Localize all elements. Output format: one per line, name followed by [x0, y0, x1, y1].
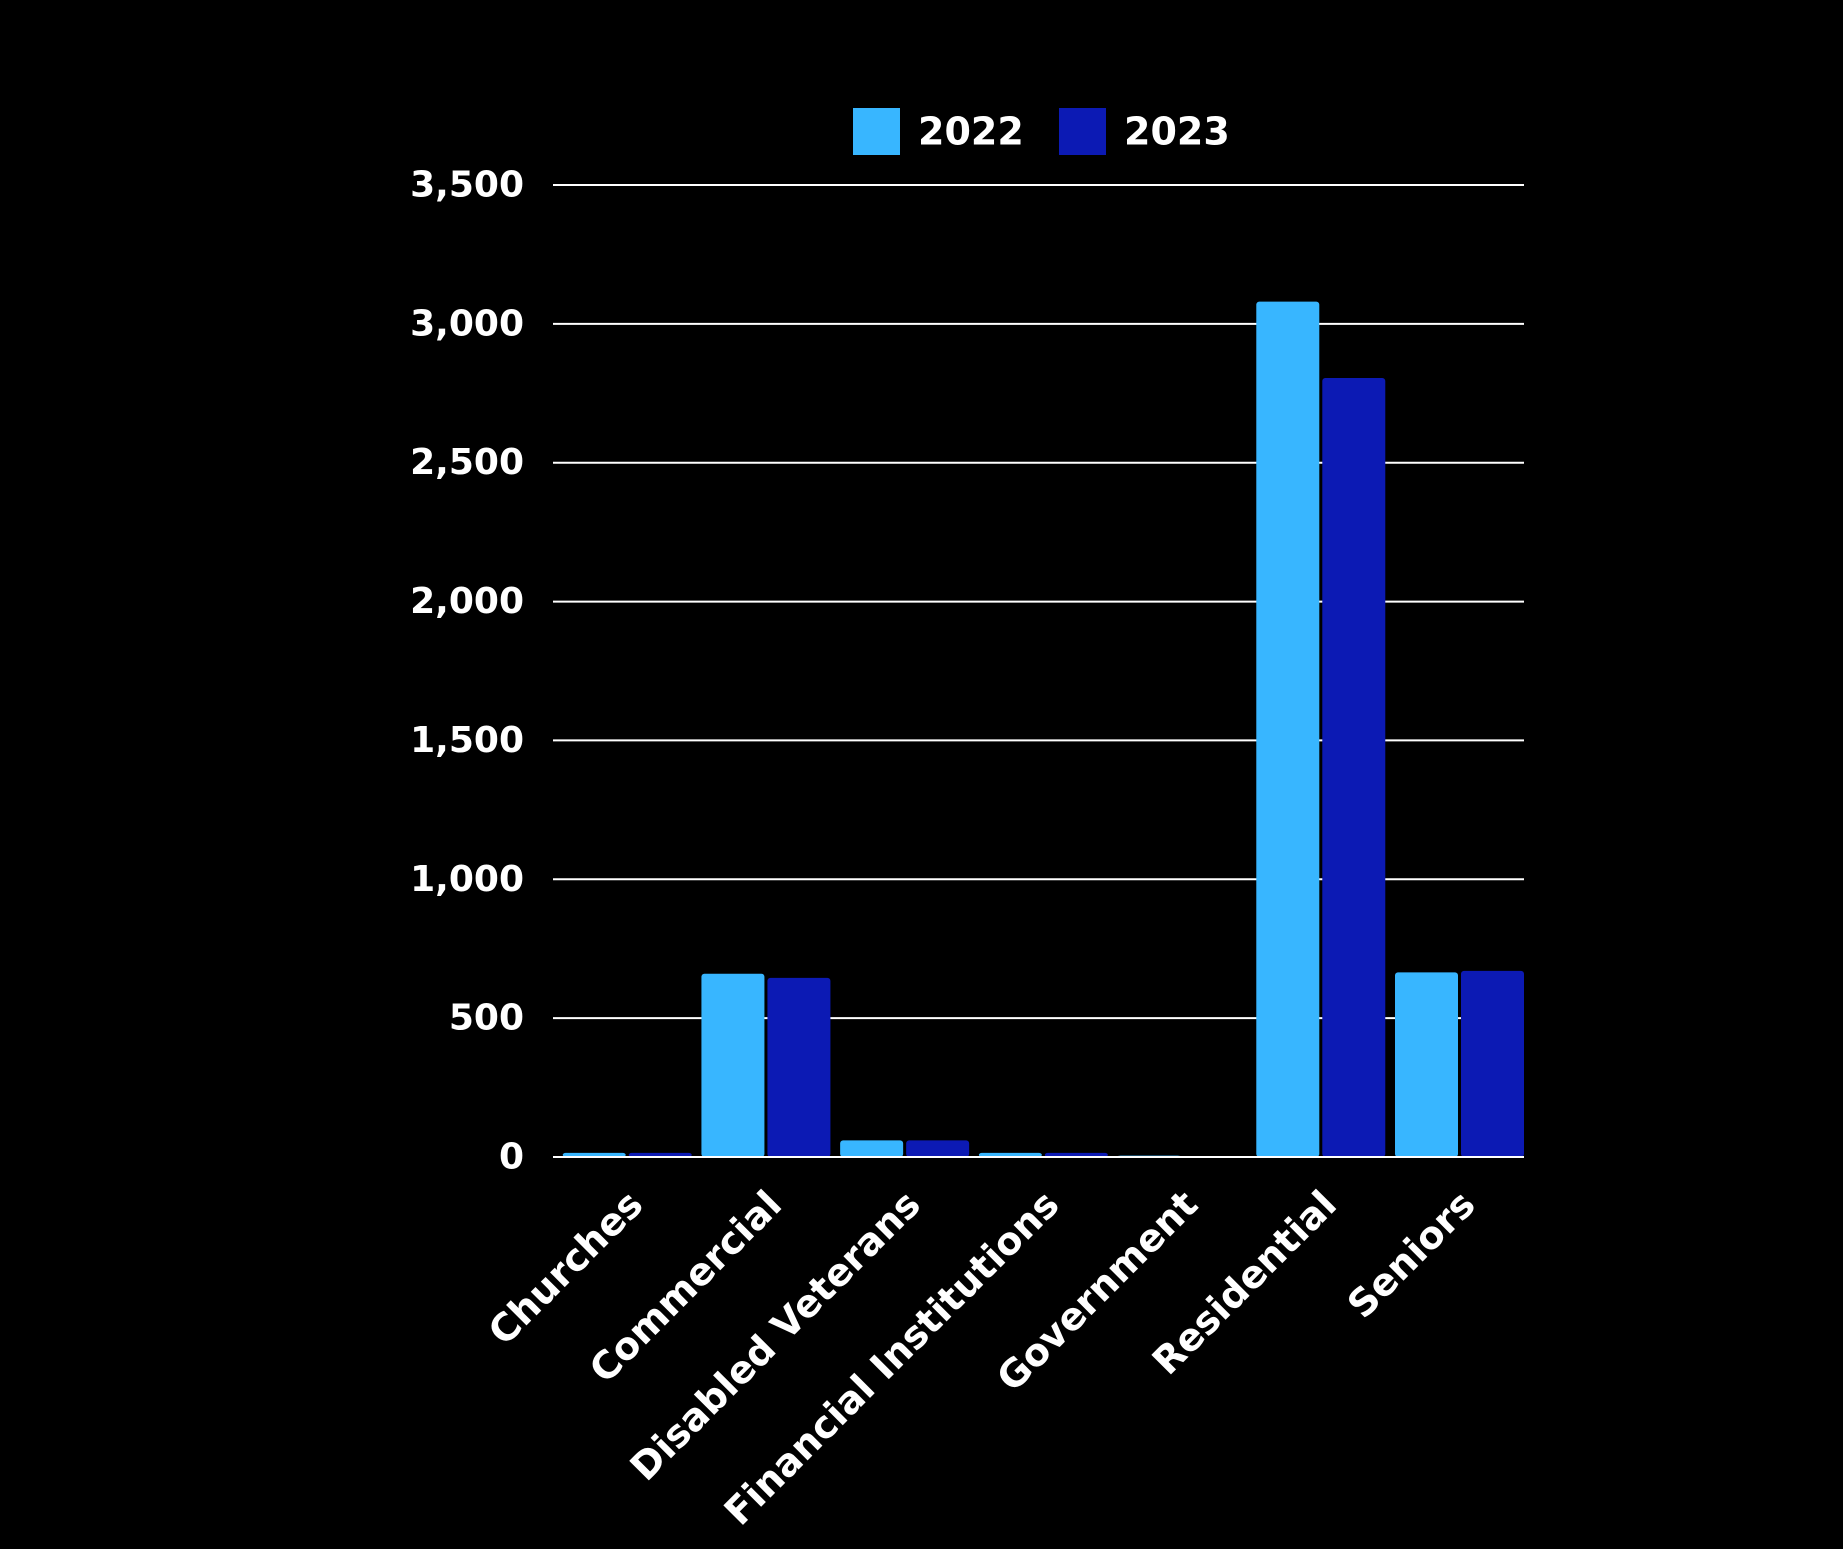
y-tick-label: 3,000: [410, 303, 524, 344]
bar: [840, 1140, 904, 1157]
bar: [1322, 378, 1386, 1157]
legend-swatch: [1059, 108, 1106, 155]
y-tick-label: 1,000: [410, 859, 524, 900]
y-tick-label: 2,500: [410, 442, 524, 483]
bar: [1395, 972, 1458, 1157]
legend-swatch: [853, 108, 900, 155]
bar: [978, 1152, 1042, 1157]
y-tick-label: 0: [499, 1137, 524, 1178]
bar: [767, 977, 831, 1157]
bar: [701, 973, 765, 1157]
bar: [906, 1140, 970, 1157]
bar: [562, 1152, 626, 1157]
bars: [553, 301, 1524, 1158]
y-tick-label: 3,500: [410, 165, 524, 206]
legend: 2022 2023: [853, 108, 1230, 155]
bar: [1461, 970, 1524, 1157]
legend-label: 2023: [1124, 110, 1230, 154]
bar: [1044, 1152, 1108, 1157]
y-tick-label: 1,500: [410, 720, 524, 761]
bar: [628, 1152, 692, 1157]
bar: [1256, 301, 1320, 1157]
legend-label: 2022: [918, 110, 1024, 154]
y-tick-label: 500: [449, 998, 524, 1039]
y-tick-label: 2,000: [410, 581, 524, 622]
y-axis-ticks: 0 500 1,000 1,500 2,000 2,500 3,000 3,500: [410, 165, 524, 1178]
